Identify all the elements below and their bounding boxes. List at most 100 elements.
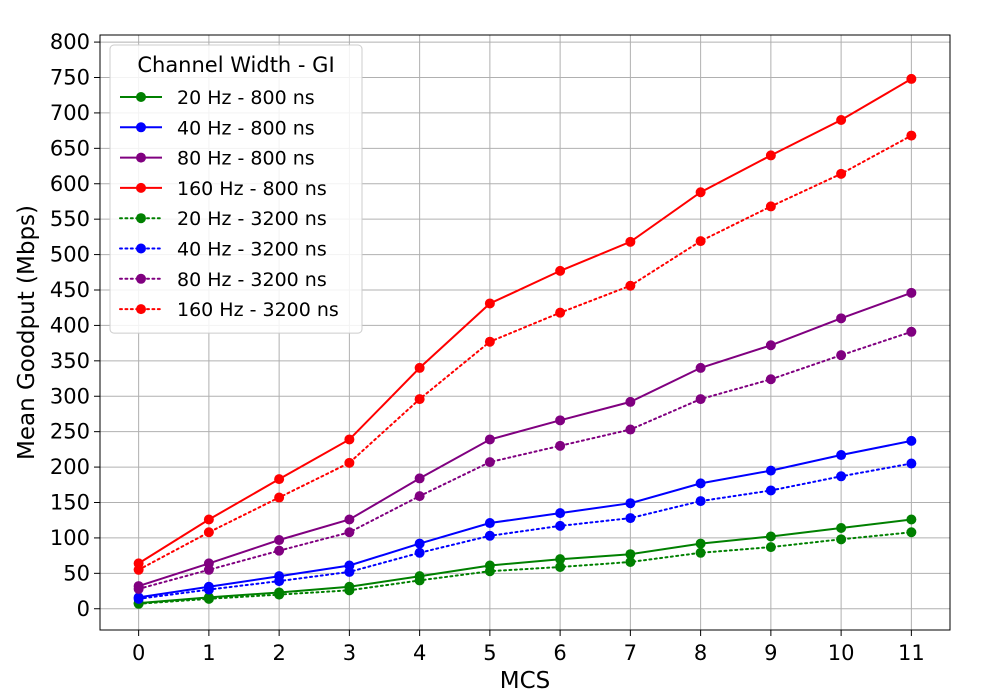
data-point <box>765 374 776 385</box>
y-tick-label: 400 <box>50 313 90 337</box>
x-tick-label: 7 <box>624 641 637 665</box>
data-point <box>274 535 285 546</box>
y-tick-label: 350 <box>50 349 90 373</box>
data-point <box>906 326 917 337</box>
x-tick-label: 8 <box>694 641 707 665</box>
data-point <box>484 298 495 309</box>
data-point <box>344 585 355 596</box>
y-tick-label: 600 <box>50 172 90 196</box>
legend-item: 160 Hz - 800 ns <box>120 178 327 200</box>
series-line <box>137 330 913 590</box>
axis-ticks: 0 1 2 3 4 5 6 7 8 9 10 11 0 50 100 150 200 250 300 350 400 45… <box>50 30 925 665</box>
x-tick-label: 4 <box>413 641 426 665</box>
data-point <box>203 514 214 525</box>
data-point <box>203 564 214 575</box>
y-tick-label: 250 <box>50 420 90 444</box>
legend-marker <box>136 304 146 315</box>
series-group <box>133 73 917 609</box>
data-point <box>274 474 285 485</box>
data-point <box>906 435 917 446</box>
data-point <box>695 236 706 247</box>
y-tick-label: 150 <box>50 491 90 515</box>
y-tick-label: 50 <box>63 561 90 585</box>
series-40-hz-800-ns <box>133 435 917 603</box>
series-line <box>138 78 912 565</box>
data-point <box>484 434 495 445</box>
data-point <box>133 593 144 604</box>
data-point <box>625 498 636 509</box>
data-point <box>555 508 566 519</box>
legend: Channel Width - GI 20 Hz - 800 ns 40 Hz - … <box>109 44 363 334</box>
legend-label: 20 Hz - 800 ns <box>177 87 315 109</box>
data-point <box>414 491 425 502</box>
y-tick-label: 700 <box>50 101 90 125</box>
data-point <box>484 457 495 468</box>
data-point <box>625 557 636 567</box>
y-tick-label: 100 <box>50 526 90 550</box>
x-tick-label: 6 <box>553 641 566 665</box>
data-point <box>695 547 706 558</box>
x-tick-label: 5 <box>483 641 496 665</box>
data-point <box>695 394 706 405</box>
x-tick-label: 10 <box>828 641 855 665</box>
legend-marker <box>136 182 146 193</box>
data-point <box>414 362 425 373</box>
data-point <box>274 492 285 503</box>
data-point <box>344 566 355 577</box>
y-tick-label: 800 <box>50 30 90 54</box>
legend-label: 80 Hz - 3200 ns <box>177 269 327 291</box>
data-point <box>695 187 706 198</box>
series-40-hz-3200-ns <box>133 458 917 604</box>
data-point <box>836 313 847 324</box>
data-point <box>836 168 847 179</box>
data-point <box>484 518 495 529</box>
data-point <box>765 150 776 161</box>
data-point <box>625 549 636 560</box>
data-point <box>836 534 847 545</box>
legend-label: 160 Hz - 800 ns <box>177 178 327 200</box>
plot-frame <box>99 34 951 631</box>
series-line <box>138 439 912 599</box>
data-point <box>555 520 566 531</box>
data-point <box>695 538 706 549</box>
data-point <box>836 115 847 125</box>
legend-box <box>109 44 363 334</box>
x-tick-label: 11 <box>898 641 925 665</box>
legend-marker <box>136 273 146 284</box>
data-point <box>344 457 355 468</box>
data-point <box>836 450 847 461</box>
data-point <box>836 523 847 533</box>
data-point <box>765 542 776 553</box>
series-line <box>137 134 913 571</box>
series-line <box>137 462 913 600</box>
data-point <box>133 564 144 575</box>
legend-item: 160 Hz - 3200 ns <box>119 299 339 321</box>
legend-item: 40 Hz - 3200 ns <box>119 239 327 261</box>
legend-item: 20 Hz - 3200 ns <box>119 208 327 230</box>
data-point <box>203 584 214 595</box>
legend-label: 20 Hz - 3200 ns <box>177 208 327 230</box>
data-point <box>484 530 495 541</box>
series-160-hz-3200-ns <box>133 130 917 575</box>
data-point <box>695 478 706 489</box>
data-point <box>344 527 355 538</box>
x-tick-label: 9 <box>764 641 777 665</box>
data-point <box>555 265 566 276</box>
series-line <box>137 531 913 605</box>
data-point <box>344 514 355 525</box>
y-tick-label: 500 <box>50 243 90 267</box>
data-point <box>203 527 214 538</box>
data-point <box>555 561 566 572</box>
data-point <box>695 362 706 373</box>
data-point <box>765 201 776 212</box>
data-point <box>555 440 566 451</box>
y-tick-label: 550 <box>50 207 90 231</box>
legend-label: 80 Hz - 800 ns <box>177 148 315 170</box>
data-point <box>625 513 636 524</box>
legend-marker <box>136 213 146 224</box>
series-20-hz-800-ns <box>133 514 917 609</box>
data-point <box>906 130 917 141</box>
legend-item: 80 Hz - 800 ns <box>120 148 315 170</box>
legend-item: 80 Hz - 3200 ns <box>119 269 327 291</box>
